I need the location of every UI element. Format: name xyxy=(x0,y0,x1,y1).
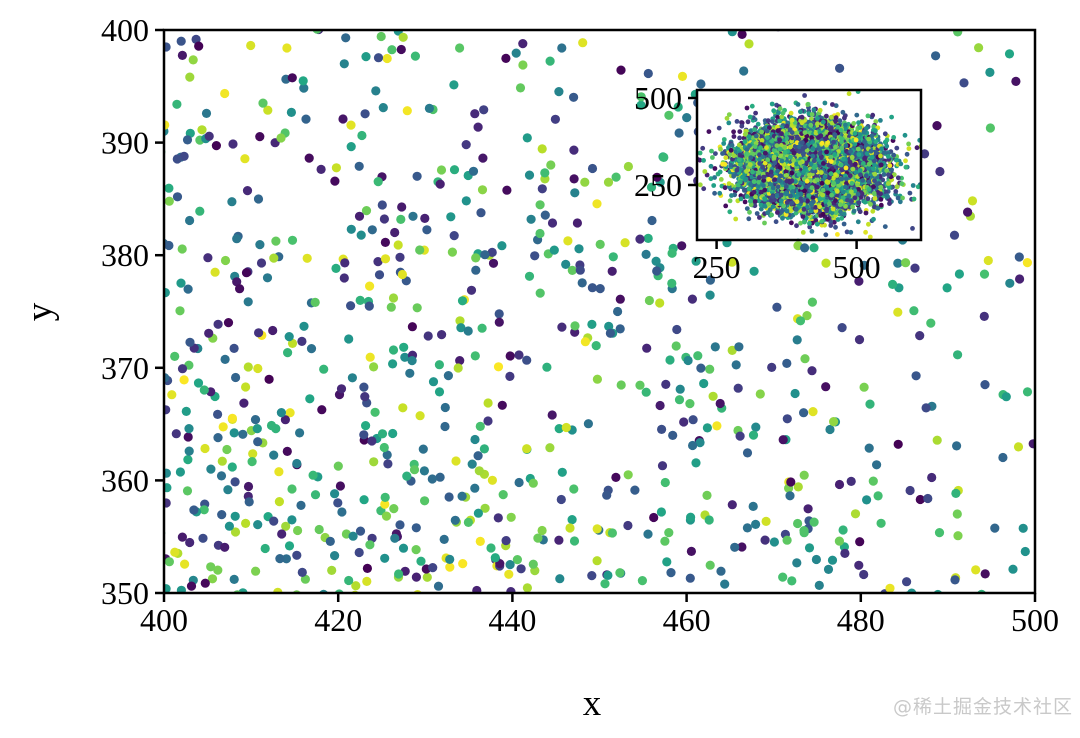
main-axes-y-tick-label: 390 xyxy=(101,125,149,161)
inset-axes: 250 500 250 500 xyxy=(634,80,923,285)
inset-axes-points xyxy=(697,90,921,240)
inset-axes-x-tick-label: 500 xyxy=(833,249,881,285)
main-axes-x-tick-label: 460 xyxy=(663,602,711,638)
inset-axes-y-tick-label: 250 xyxy=(634,167,682,203)
main-axes-x-tick-label: 440 xyxy=(488,602,536,638)
main-axes-x-tick-label: 480 xyxy=(837,602,885,638)
main-axes-y-tick-label: 360 xyxy=(101,462,149,498)
main-axes-y-tick-label: 400 xyxy=(101,12,149,48)
main-axes-y-tick-label: 370 xyxy=(101,350,149,386)
main-axes-y-tick-label: 380 xyxy=(101,237,149,273)
main-axes-spines xyxy=(162,28,1037,595)
main-axes-x-tick-label: 420 xyxy=(314,602,362,638)
watermark-text: @稀土掘金技术社区 xyxy=(893,696,1074,718)
main-axes-y-tick-label: 350 xyxy=(101,575,149,611)
inset-axes-x-tick-label: 250 xyxy=(693,249,741,285)
main-axes-x-tick-label: 400 xyxy=(140,602,188,638)
x-axis-label: x xyxy=(582,683,602,724)
main-axes-x-tick-label: 500 xyxy=(1011,602,1059,638)
y-axis-label: y xyxy=(19,302,60,322)
inset-axes-ticks: 250 500 250 500 xyxy=(634,80,881,285)
main-axes-ticks: 400 420 440 460 480 500 350 360 370 380 390 400 xyxy=(101,12,1059,638)
inset-axes-spines xyxy=(695,88,923,242)
inset-axes-y-tick-label: 500 xyxy=(634,80,682,116)
